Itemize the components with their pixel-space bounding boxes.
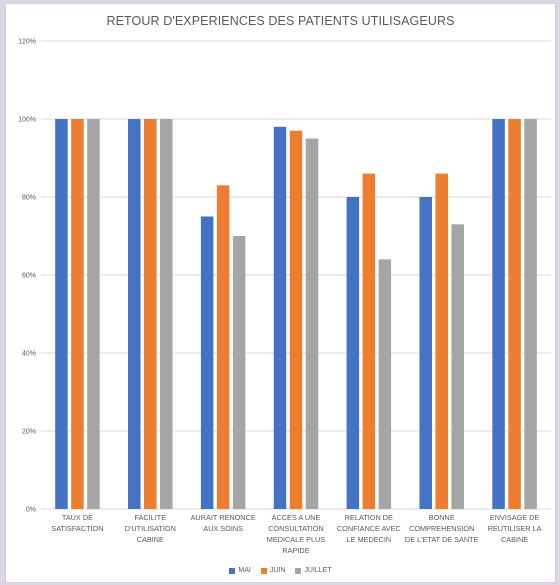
bar-juillet-6 [524,119,537,509]
legend-swatch [260,567,267,574]
bar-juillet-2 [232,236,246,509]
category-label: ACCES A UNE CONSULTATION MEDICALE PLUS RAPI… [267,513,326,555]
y-tick-label: 80% [22,195,36,202]
y-tick-label: 40% [22,351,36,358]
category-label: BONNE COMPREHENSION DE L'ETAT DE SANTE [405,513,479,544]
bar-juillet-5 [451,224,464,510]
bar-juin-6 [508,119,521,509]
category-label: FACILITE D'UTILISATION CABINE [125,513,176,544]
bar-mai-3 [273,126,287,510]
bar-juin-3 [289,130,303,509]
legend-swatch [295,567,302,574]
y-tick-label: 60% [22,273,36,280]
bar-mai-4 [346,197,360,509]
y-tick-label: 120% [18,39,36,46]
bar-juillet-4 [378,259,392,509]
chart-legend: MAI JUIN JUILLET [6,567,555,574]
y-tick-label: 20% [22,429,36,436]
legend-item-juin: JUIN [260,567,286,574]
bar-juin-1 [144,119,157,509]
legend-item-mai: MAI [229,567,251,574]
category-label: AURAIT RENONCE AUX SOINS [191,513,256,533]
y-tick-label: 100% [18,117,36,124]
bar-mai-0 [55,119,68,509]
legend-label: MAI [238,567,251,574]
chart-frame: RETOUR D'EXPERIENCES DES PATIENTS UTILIS… [5,3,556,583]
bar-mai-2 [200,216,214,509]
bar-juin-2 [216,185,230,510]
bar-juin-5 [435,173,448,509]
chart-plot: 0% 20% 40% 60% 80% 100% 120% TAUX DE SATISFACTIO… [18,39,551,555]
bar-juin-4 [362,173,376,509]
legend-label: JUILLET [304,567,332,574]
legend-label: JUIN [269,567,286,574]
y-tick-label: 0% [26,507,36,514]
legend-swatch [229,567,236,574]
bar-mai-1 [128,119,141,509]
category-label: TAUX DE SATISFACTION [51,513,103,533]
chart-title: RETOUR D'EXPERIENCES DES PATIENTS UTILIS… [106,14,455,28]
bar-juillet-0 [87,119,100,509]
bar-juillet-3 [305,138,319,509]
bar-juin-0 [71,119,84,509]
category-label: RELATION DE CONFIANCE AVEC LE MEDECIN [337,513,401,544]
bar-mai-5 [419,197,432,509]
legend-item-juillet: JUILLET [295,567,332,574]
bar-juillet-1 [160,119,173,509]
bar-mai-6 [492,119,505,509]
category-label: ENVISAGE DE REUTILISER LA CABINE [488,513,542,544]
